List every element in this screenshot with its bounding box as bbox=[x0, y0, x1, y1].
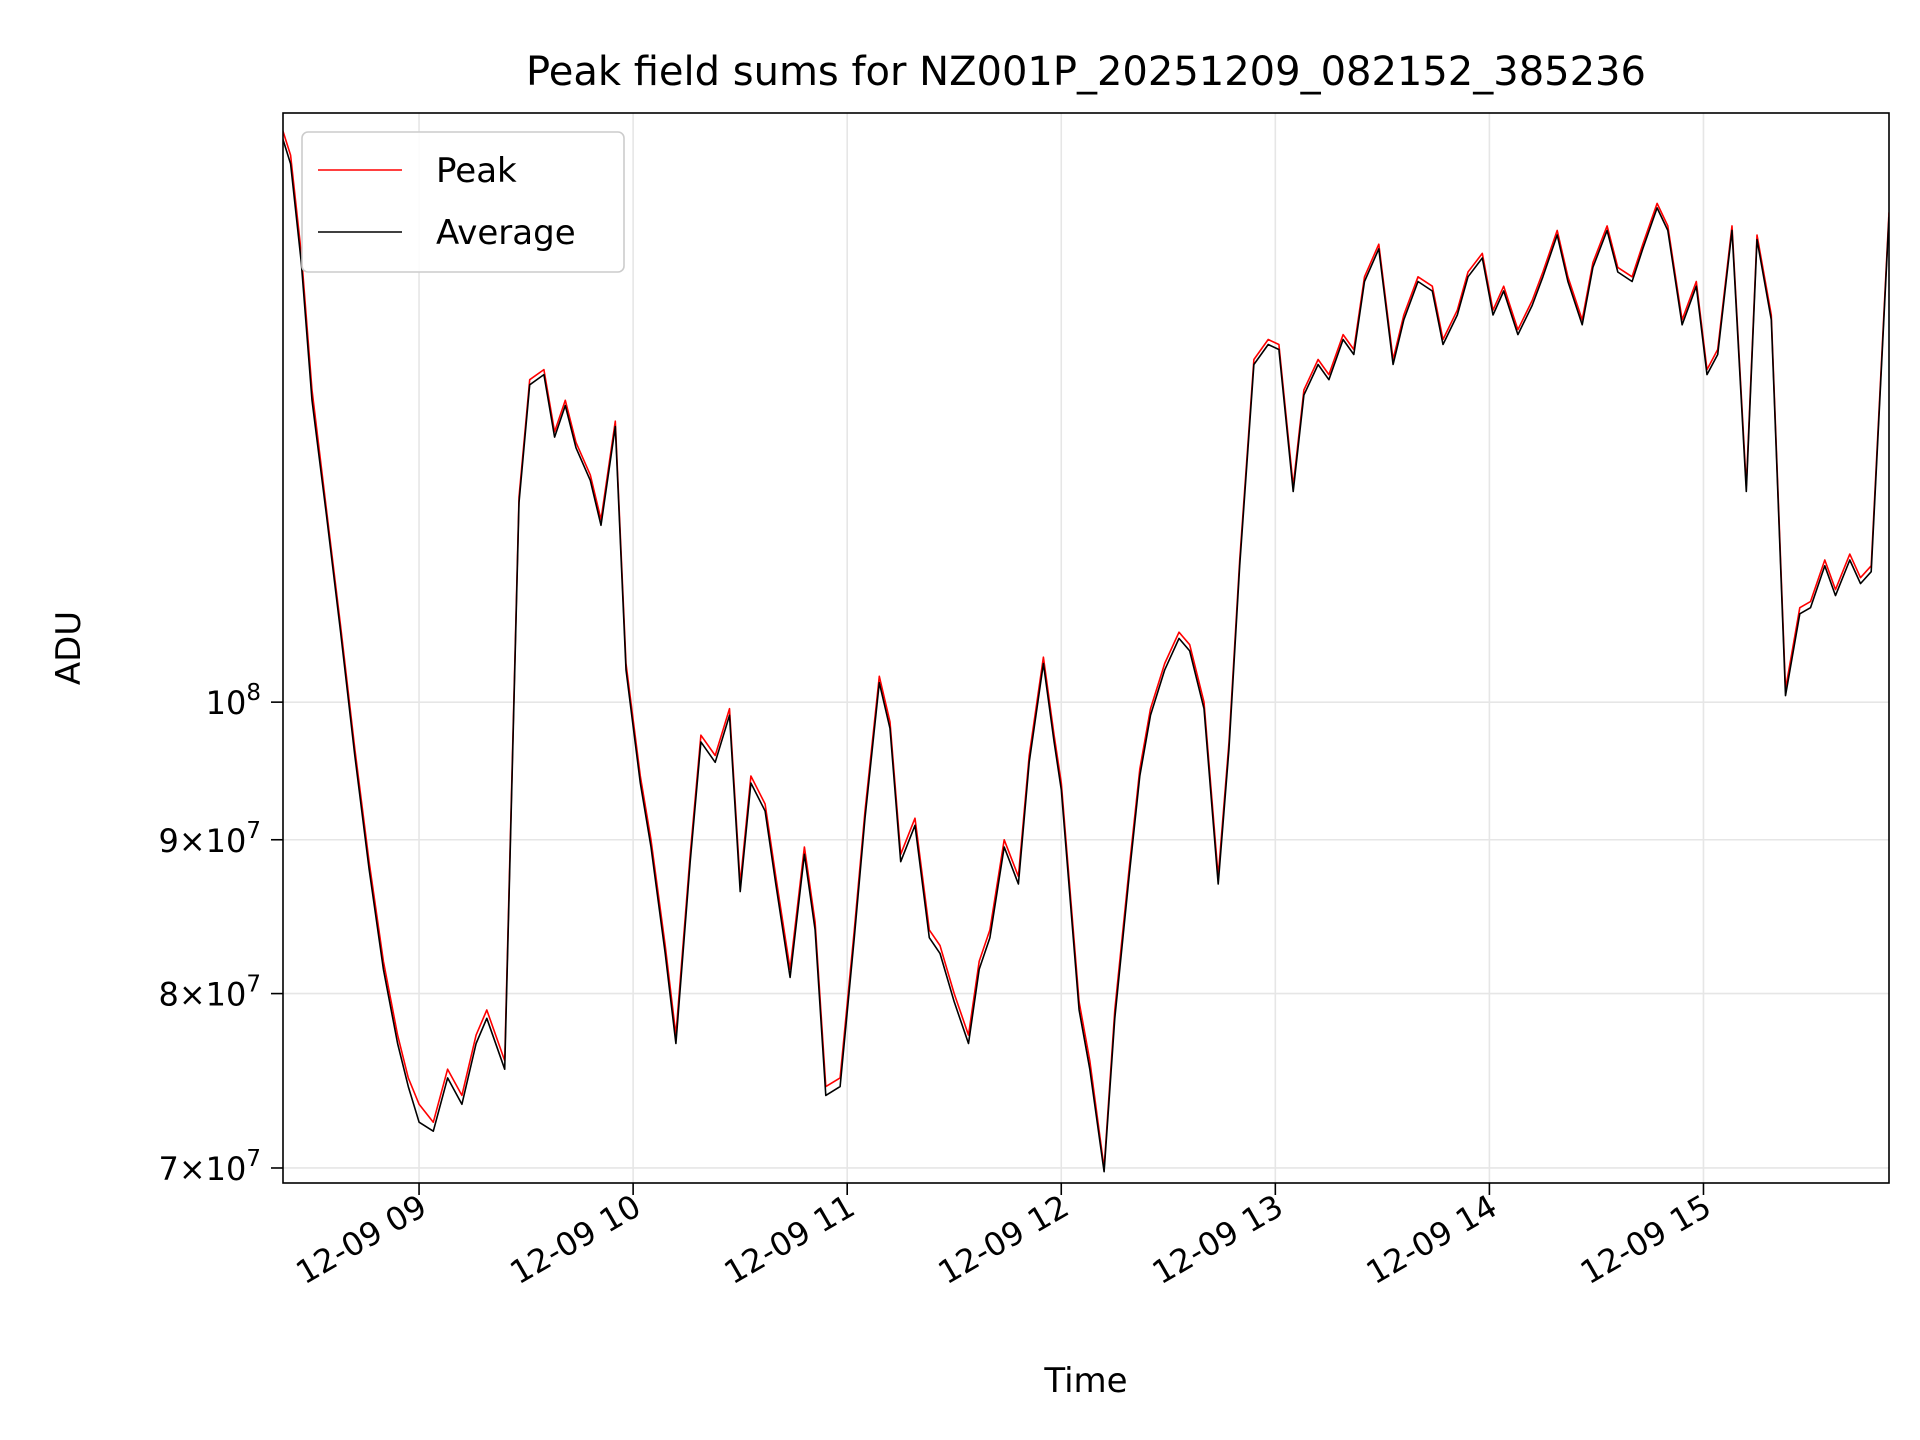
x-axis-label: Time bbox=[1043, 1361, 1127, 1401]
series-line-average bbox=[283, 136, 1889, 1173]
legend-label-average: Average bbox=[436, 213, 576, 253]
y-tick-label: 108 bbox=[206, 680, 261, 722]
plot-frame bbox=[282, 112, 1890, 1184]
series-line-peak bbox=[283, 128, 1889, 1169]
legend: Peak Average bbox=[301, 131, 625, 273]
y-axis-label: ADU bbox=[49, 611, 89, 685]
legend-box bbox=[301, 131, 625, 273]
y-tick-label: 7×107 bbox=[158, 1146, 261, 1188]
y-tick-label: 8×107 bbox=[158, 972, 261, 1014]
series-layer bbox=[283, 128, 1889, 1173]
y-tick-label: 9×107 bbox=[158, 818, 261, 860]
legend-label-peak: Peak bbox=[436, 151, 517, 191]
y-axis-ticks: 7×107 8×107 9×107 108 bbox=[158, 680, 283, 1188]
chart-title: Peak field sums for NZ001P_20251209_0821… bbox=[526, 49, 1646, 95]
